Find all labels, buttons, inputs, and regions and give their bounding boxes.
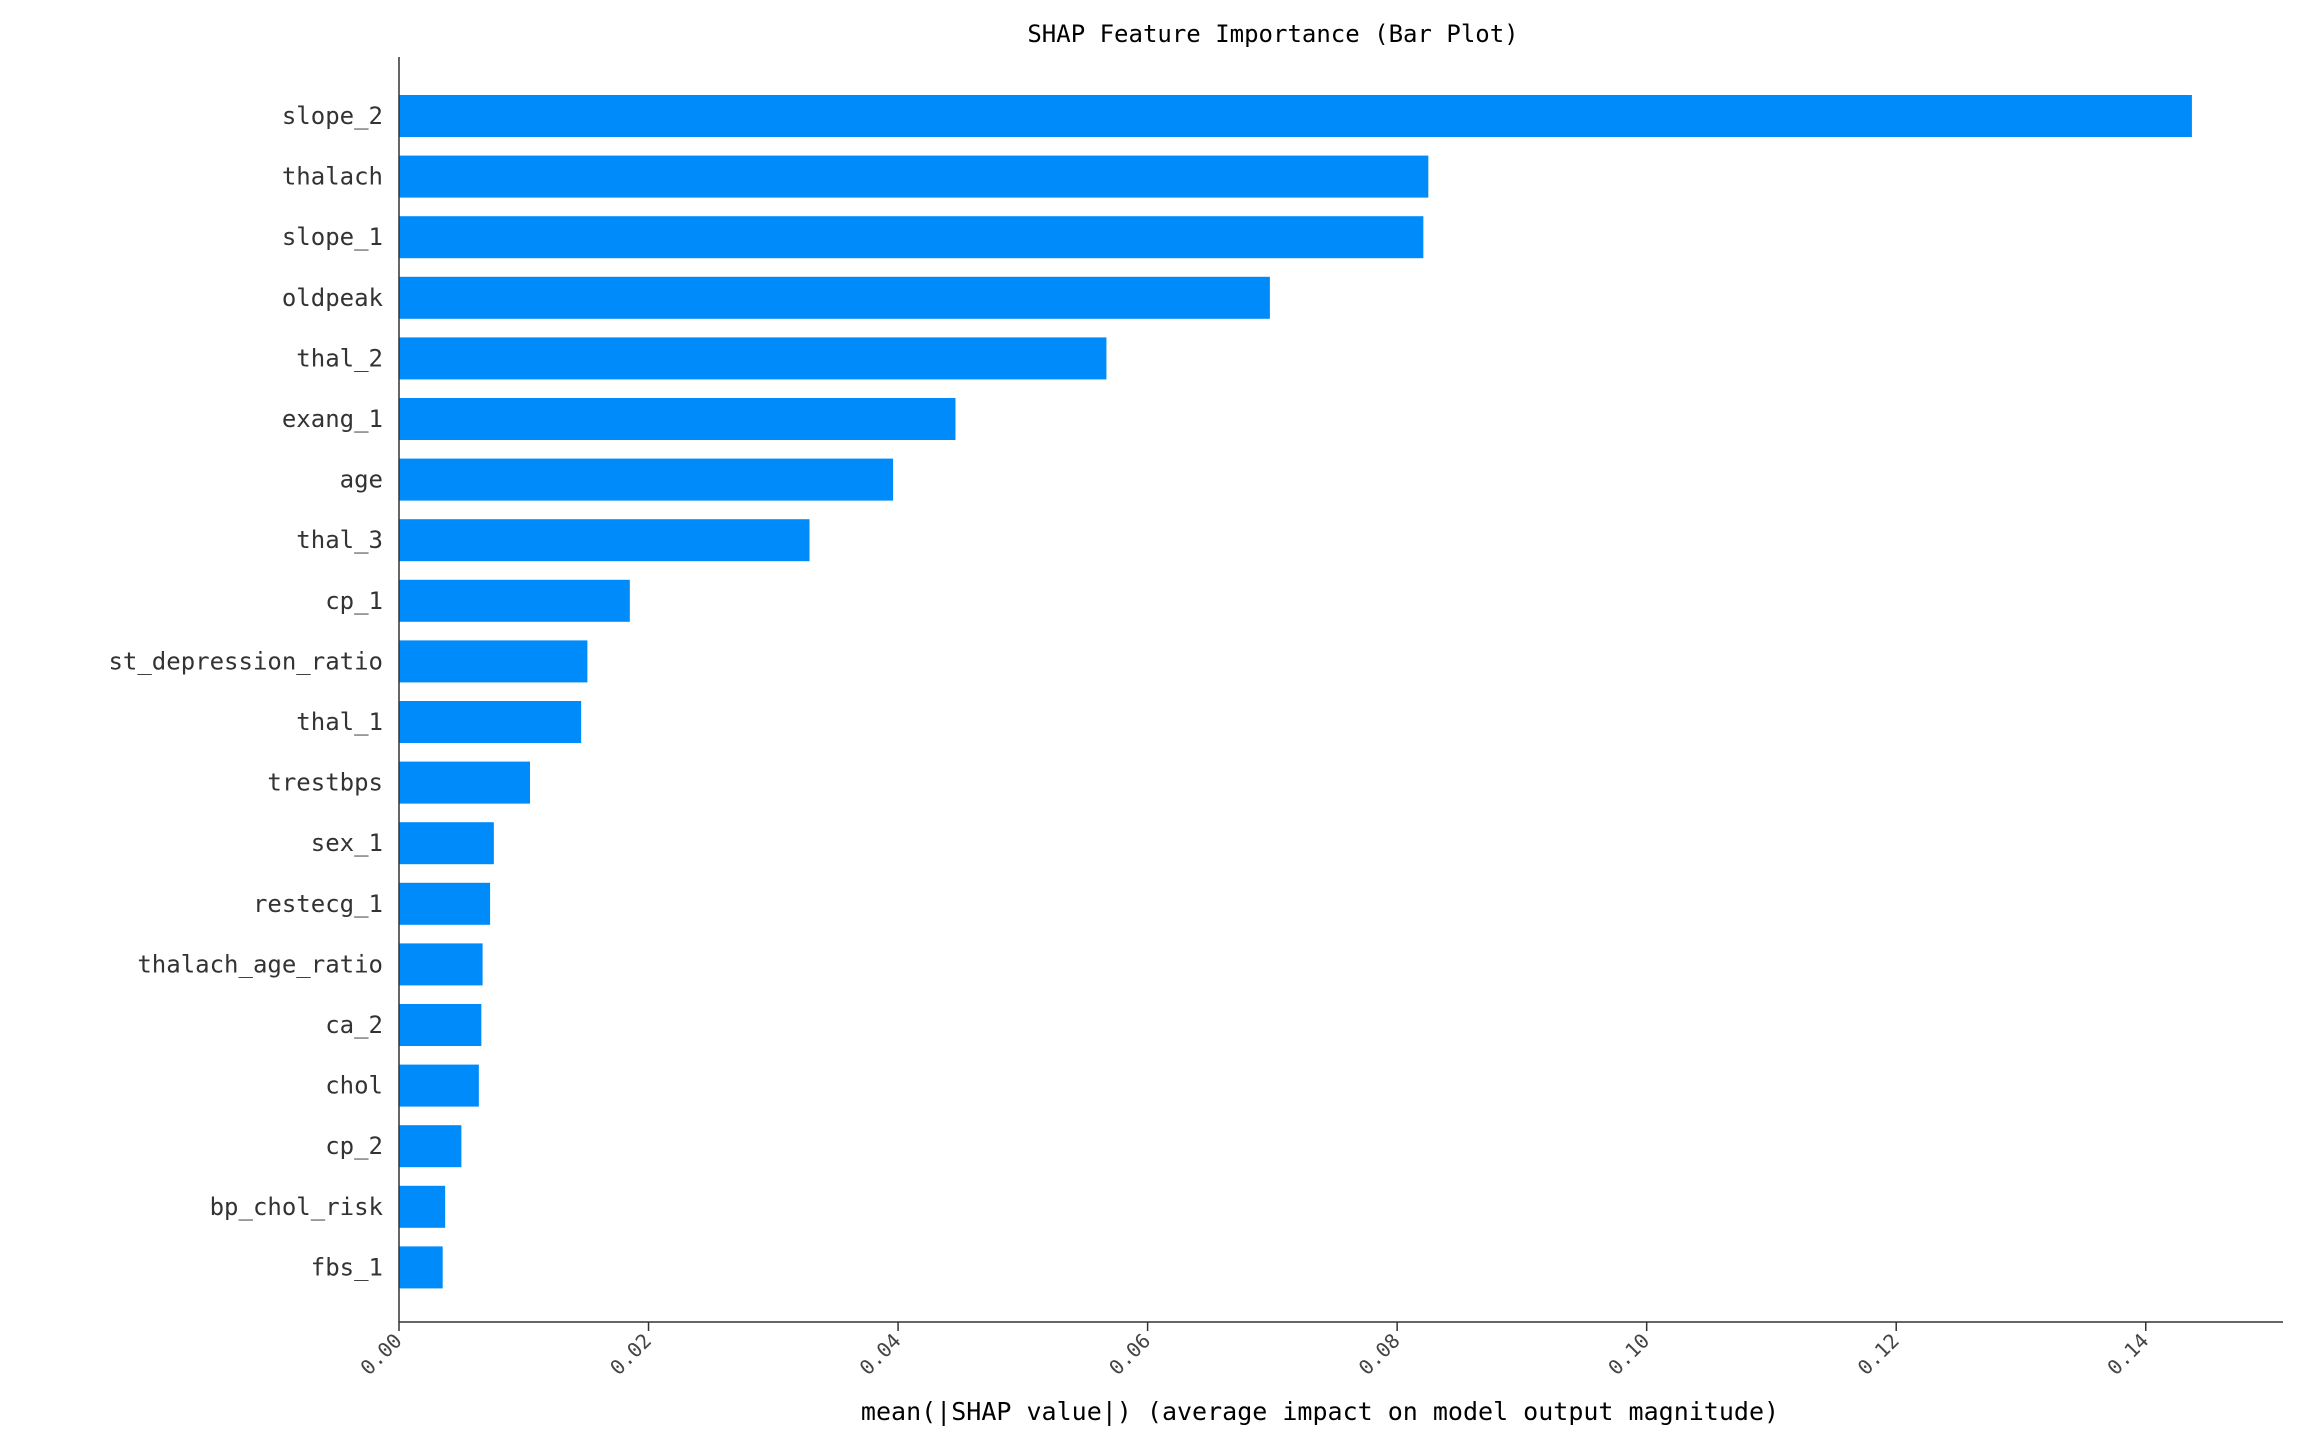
y-tick-label: bp_chol_risk [210, 1193, 384, 1221]
y-tick-label: thal_1 [296, 708, 383, 736]
y-tick-label: age [340, 466, 383, 494]
bar-restecg-1 [399, 882, 491, 925]
y-tick-label: thal_2 [296, 344, 383, 372]
bar-thal-2 [399, 337, 1107, 380]
y-tick-label: st_depression_ratio [108, 647, 383, 675]
bar-thalach [399, 155, 1429, 198]
x-axis: 0.00 0.02 0.04 0.06 0.08 0.10 0.12 0.14 [356, 1322, 2153, 1380]
y-tick-label: slope_2 [282, 102, 383, 130]
bar-thal-3 [399, 519, 810, 562]
y-tick-label: thal_3 [296, 526, 383, 554]
x-tick-label: 0.02 [605, 1329, 656, 1380]
x-axis-label: mean(|SHAP value|) (average impact on mo… [861, 1397, 1779, 1426]
bar-chol [399, 1064, 479, 1107]
x-tick-label: 0.06 [1104, 1329, 1155, 1380]
chart-title: SHAP Feature Importance (Bar Plot) [1027, 20, 1518, 48]
x-tick-label: 0.12 [1853, 1329, 1904, 1380]
bar-oldpeak [399, 276, 1270, 319]
bar-thal-1 [399, 701, 582, 743]
y-tick-label: slope_1 [282, 223, 383, 251]
bar-slope-2 [399, 95, 2192, 137]
y-tick-label: cp_2 [325, 1132, 383, 1160]
y-tick-label: restecg_1 [253, 890, 383, 918]
x-tick-label: 0.00 [356, 1329, 407, 1380]
y-tick-label: oldpeak [282, 284, 384, 312]
x-tick-label: 0.10 [1603, 1329, 1654, 1380]
y-tick-label: fbs_1 [311, 1253, 383, 1281]
bar-ca-2 [399, 1004, 482, 1046]
y-tick-label: thalach_age_ratio [137, 950, 383, 978]
x-tick-label: 0.04 [855, 1329, 906, 1380]
bar-sex-1 [399, 822, 494, 865]
bar-cp-2 [399, 1125, 462, 1168]
x-tick-label: 0.14 [2102, 1329, 2153, 1380]
bar-bp-chol-risk [399, 1185, 446, 1228]
bar-fbs-1 [399, 1246, 443, 1289]
x-tick-label: 0.08 [1354, 1329, 1405, 1380]
bar-exang-1 [399, 398, 956, 440]
y-tick-label: sex_1 [311, 829, 383, 857]
bar-slope-1 [399, 216, 1424, 259]
bar-age [399, 458, 894, 501]
bar-st-depression-ratio [399, 640, 588, 683]
y-tick-label: ca_2 [325, 1011, 383, 1039]
bar-thalach-age-ratio [399, 943, 483, 986]
y-tick-label: chol [325, 1072, 383, 1100]
y-tick-label: trestbps [267, 769, 383, 797]
y-tick-label: thalach [282, 163, 383, 191]
bar-trestbps [399, 761, 531, 804]
bar-cp-1 [399, 579, 630, 622]
bars-group [399, 95, 2192, 1289]
y-tick-label: cp_1 [325, 587, 383, 615]
y-tick-label: exang_1 [282, 405, 383, 433]
